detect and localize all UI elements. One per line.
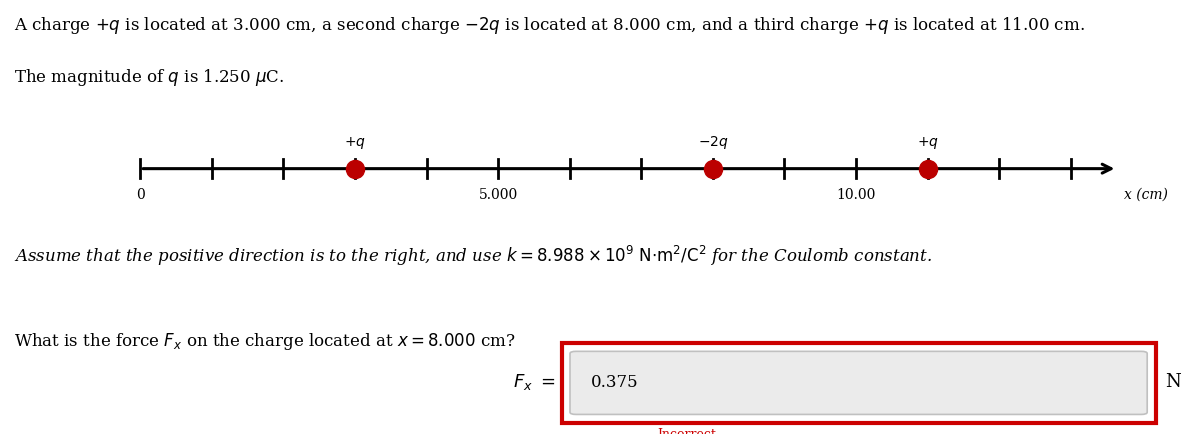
FancyBboxPatch shape	[570, 352, 1147, 414]
FancyBboxPatch shape	[562, 343, 1156, 423]
Text: x (cm): x (cm)	[1124, 187, 1169, 201]
Text: $+q$: $+q$	[344, 135, 366, 151]
Text: 5.000: 5.000	[479, 187, 517, 201]
Text: N: N	[1165, 372, 1181, 390]
Text: $F_x\ =$: $F_x\ =$	[512, 372, 556, 391]
Text: Incorrect: Incorrect	[658, 427, 716, 434]
Text: A charge $+q$ is located at 3.000 cm, a second charge $-2q$ is located at 8.000 : A charge $+q$ is located at 3.000 cm, a …	[14, 15, 1085, 36]
Text: 0.375: 0.375	[590, 373, 638, 390]
Text: $+q$: $+q$	[917, 135, 938, 151]
Text: $−2q$: $−2q$	[697, 134, 728, 151]
Text: 10.00: 10.00	[836, 187, 876, 201]
Text: 0: 0	[136, 187, 145, 201]
Text: The magnitude of $q$ is 1.250 $\mu$C.: The magnitude of $q$ is 1.250 $\mu$C.	[14, 67, 284, 88]
Text: What is the force $F_x$ on the charge located at $x = 8.000$ cm?: What is the force $F_x$ on the charge lo…	[14, 330, 516, 351]
Text: Assume that the positive direction is to the right, and use $k = 8.988 \times 10: Assume that the positive direction is to…	[14, 243, 932, 267]
